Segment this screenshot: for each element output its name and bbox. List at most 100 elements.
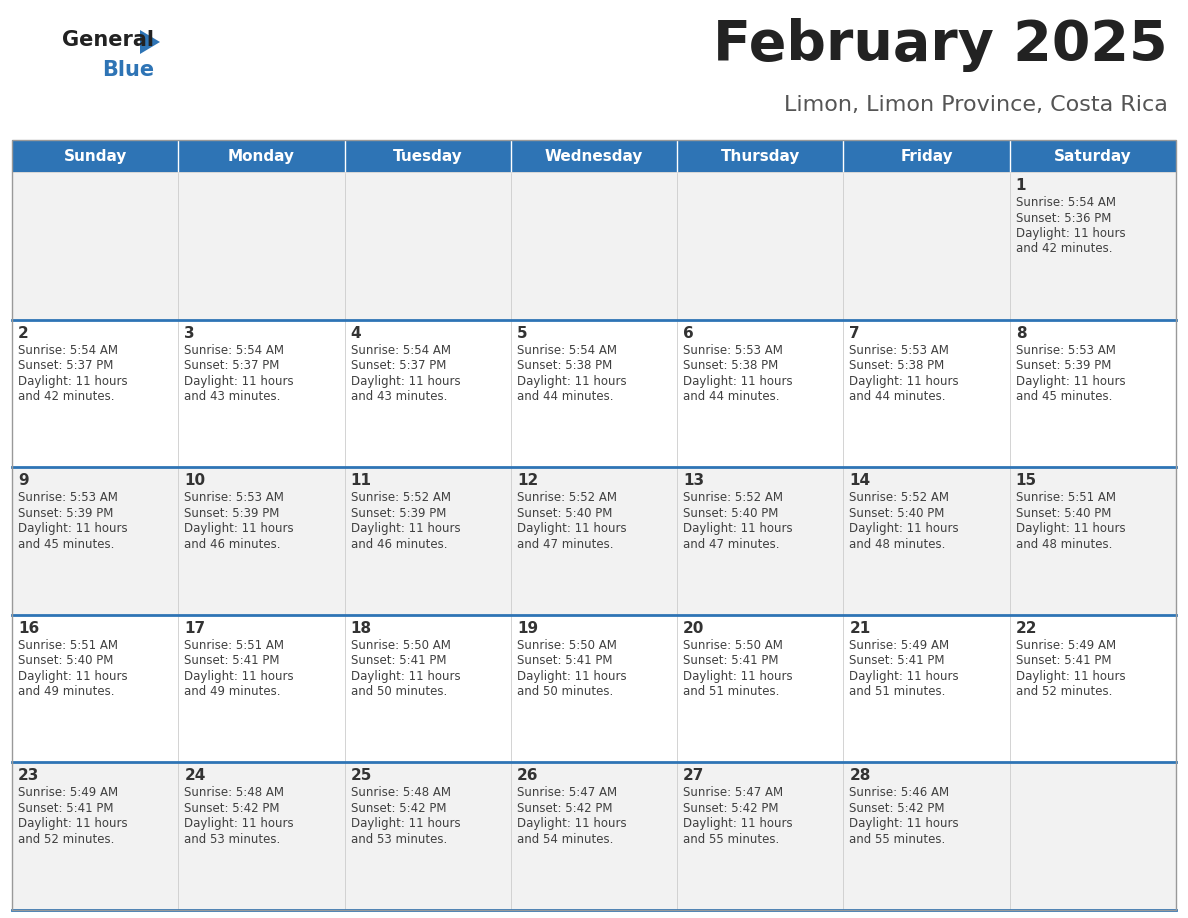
Bar — [12, 615, 178, 763]
Text: and 49 minutes.: and 49 minutes. — [18, 686, 114, 699]
Text: 21: 21 — [849, 621, 871, 636]
Text: and 46 minutes.: and 46 minutes. — [184, 538, 280, 551]
Text: and 46 minutes.: and 46 minutes. — [350, 538, 447, 551]
Text: 2: 2 — [18, 326, 29, 341]
Text: and 44 minutes.: and 44 minutes. — [517, 390, 613, 403]
Bar — [12, 763, 178, 910]
Text: 18: 18 — [350, 621, 372, 636]
Text: Sunrise: 5:52 AM: Sunrise: 5:52 AM — [683, 491, 783, 504]
Text: Daylight: 11 hours: Daylight: 11 hours — [849, 375, 959, 387]
Text: 14: 14 — [849, 473, 871, 488]
Text: Daylight: 11 hours: Daylight: 11 hours — [18, 670, 127, 683]
Text: Daylight: 11 hours: Daylight: 11 hours — [849, 817, 959, 831]
Bar — [843, 615, 1010, 763]
Bar — [12, 467, 178, 615]
Text: Sunset: 5:42 PM: Sunset: 5:42 PM — [350, 802, 446, 815]
Text: Daylight: 11 hours: Daylight: 11 hours — [517, 817, 626, 831]
Text: Sunrise: 5:54 AM: Sunrise: 5:54 AM — [1016, 196, 1116, 209]
Text: Daylight: 11 hours: Daylight: 11 hours — [683, 522, 792, 535]
Text: Sunset: 5:41 PM: Sunset: 5:41 PM — [517, 655, 612, 667]
Text: 3: 3 — [184, 326, 195, 341]
Text: and 53 minutes.: and 53 minutes. — [184, 833, 280, 845]
Text: General: General — [62, 30, 154, 50]
Text: Daylight: 11 hours: Daylight: 11 hours — [517, 375, 626, 387]
Text: Daylight: 11 hours: Daylight: 11 hours — [1016, 375, 1125, 387]
Text: Sunrise: 5:52 AM: Sunrise: 5:52 AM — [849, 491, 949, 504]
Text: and 47 minutes.: and 47 minutes. — [517, 538, 613, 551]
Text: Sunset: 5:41 PM: Sunset: 5:41 PM — [350, 655, 446, 667]
Bar — [677, 319, 843, 467]
Bar — [345, 140, 511, 172]
Text: 20: 20 — [683, 621, 704, 636]
Text: Sunset: 5:39 PM: Sunset: 5:39 PM — [18, 507, 113, 520]
Text: Sunset: 5:41 PM: Sunset: 5:41 PM — [1016, 655, 1111, 667]
Text: Daylight: 11 hours: Daylight: 11 hours — [184, 375, 293, 387]
Text: Sunset: 5:38 PM: Sunset: 5:38 PM — [849, 359, 944, 372]
Text: Sunrise: 5:53 AM: Sunrise: 5:53 AM — [18, 491, 118, 504]
Text: Daylight: 11 hours: Daylight: 11 hours — [350, 670, 460, 683]
Text: Wednesday: Wednesday — [545, 149, 643, 163]
Text: Sunrise: 5:54 AM: Sunrise: 5:54 AM — [350, 343, 450, 356]
Text: and 47 minutes.: and 47 minutes. — [683, 538, 779, 551]
Text: Daylight: 11 hours: Daylight: 11 hours — [18, 522, 127, 535]
Polygon shape — [140, 30, 160, 54]
Text: and 43 minutes.: and 43 minutes. — [184, 390, 280, 403]
Text: Daylight: 11 hours: Daylight: 11 hours — [350, 817, 460, 831]
Text: and 44 minutes.: and 44 minutes. — [683, 390, 779, 403]
Text: Daylight: 11 hours: Daylight: 11 hours — [1016, 522, 1125, 535]
Text: February 2025: February 2025 — [713, 18, 1168, 72]
Text: Sunset: 5:42 PM: Sunset: 5:42 PM — [517, 802, 612, 815]
Text: 17: 17 — [184, 621, 206, 636]
Bar — [511, 319, 677, 467]
Text: Sunrise: 5:47 AM: Sunrise: 5:47 AM — [683, 787, 783, 800]
Bar — [345, 172, 511, 319]
Text: Sunrise: 5:48 AM: Sunrise: 5:48 AM — [184, 787, 284, 800]
Text: Sunrise: 5:50 AM: Sunrise: 5:50 AM — [517, 639, 617, 652]
Text: 15: 15 — [1016, 473, 1037, 488]
Text: Sunset: 5:42 PM: Sunset: 5:42 PM — [184, 802, 280, 815]
Text: 1: 1 — [1016, 178, 1026, 193]
Text: Sunrise: 5:46 AM: Sunrise: 5:46 AM — [849, 787, 949, 800]
Bar — [511, 172, 677, 319]
Bar — [1010, 467, 1176, 615]
Bar — [677, 615, 843, 763]
Text: 4: 4 — [350, 326, 361, 341]
Bar — [178, 172, 345, 319]
Text: and 42 minutes.: and 42 minutes. — [1016, 242, 1112, 255]
Text: Sunset: 5:37 PM: Sunset: 5:37 PM — [18, 359, 113, 372]
Bar — [677, 140, 843, 172]
Bar — [12, 319, 178, 467]
Text: Sunrise: 5:49 AM: Sunrise: 5:49 AM — [1016, 639, 1116, 652]
Bar — [1010, 319, 1176, 467]
Text: Sunset: 5:42 PM: Sunset: 5:42 PM — [683, 802, 778, 815]
Text: 23: 23 — [18, 768, 39, 783]
Text: 10: 10 — [184, 473, 206, 488]
Text: Friday: Friday — [901, 149, 953, 163]
Bar — [1010, 172, 1176, 319]
Text: and 42 minutes.: and 42 minutes. — [18, 390, 114, 403]
Bar — [178, 615, 345, 763]
Text: 12: 12 — [517, 473, 538, 488]
Bar — [677, 172, 843, 319]
Text: Daylight: 11 hours: Daylight: 11 hours — [350, 375, 460, 387]
Text: Daylight: 11 hours: Daylight: 11 hours — [18, 375, 127, 387]
Text: Sunrise: 5:53 AM: Sunrise: 5:53 AM — [1016, 343, 1116, 356]
Text: Sunset: 5:40 PM: Sunset: 5:40 PM — [849, 507, 944, 520]
Text: 9: 9 — [18, 473, 29, 488]
Text: Sunset: 5:40 PM: Sunset: 5:40 PM — [1016, 507, 1111, 520]
Text: Sunrise: 5:51 AM: Sunrise: 5:51 AM — [184, 639, 284, 652]
Text: 5: 5 — [517, 326, 527, 341]
Text: Sunset: 5:39 PM: Sunset: 5:39 PM — [350, 507, 446, 520]
Text: Sunrise: 5:53 AM: Sunrise: 5:53 AM — [849, 343, 949, 356]
Bar — [178, 140, 345, 172]
Text: Thursday: Thursday — [721, 149, 800, 163]
Text: Daylight: 11 hours: Daylight: 11 hours — [683, 670, 792, 683]
Text: and 51 minutes.: and 51 minutes. — [683, 686, 779, 699]
Bar — [511, 615, 677, 763]
Bar — [178, 763, 345, 910]
Bar — [1010, 615, 1176, 763]
Text: Sunset: 5:39 PM: Sunset: 5:39 PM — [184, 507, 279, 520]
Bar — [511, 140, 677, 172]
Text: Sunrise: 5:54 AM: Sunrise: 5:54 AM — [18, 343, 118, 356]
Text: Sunrise: 5:52 AM: Sunrise: 5:52 AM — [350, 491, 450, 504]
